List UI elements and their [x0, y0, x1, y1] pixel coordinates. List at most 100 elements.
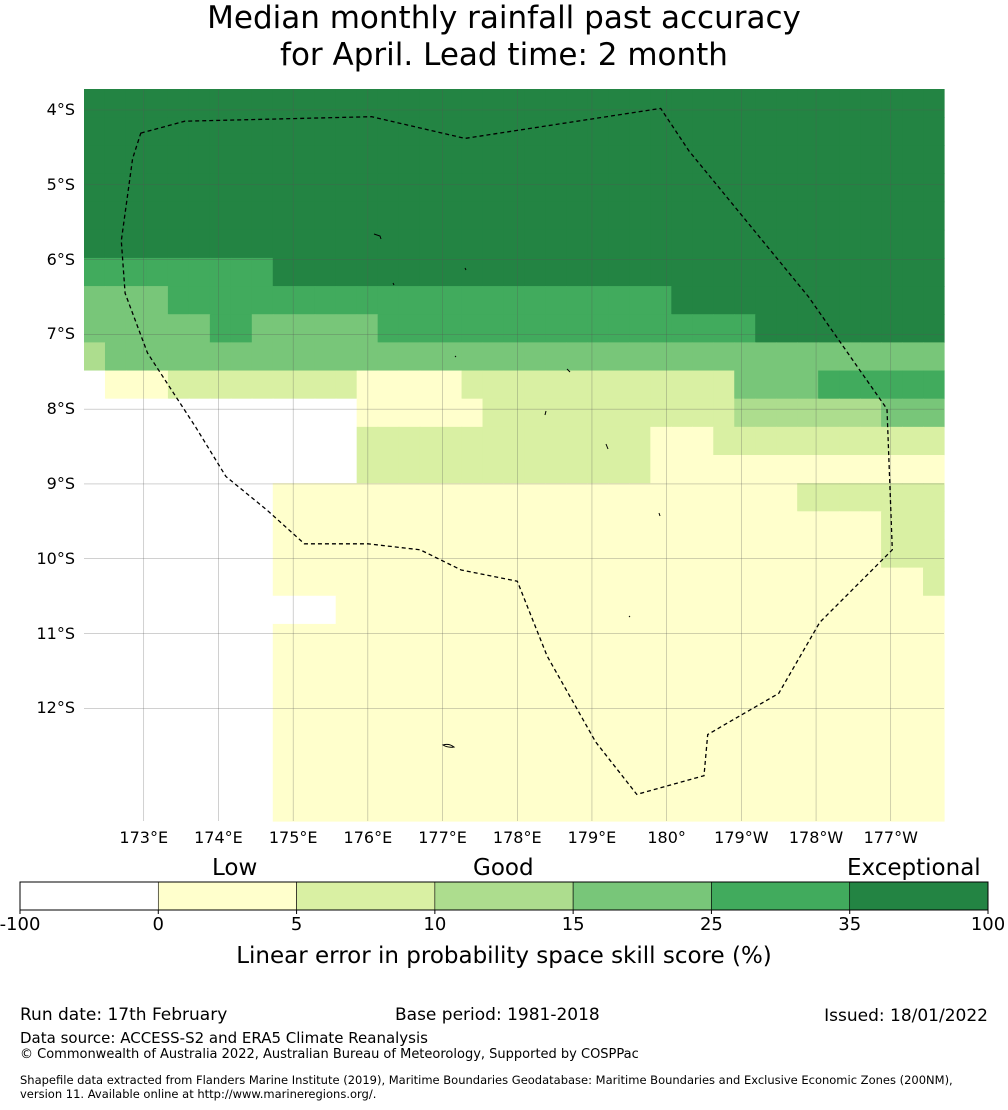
grid-cell	[776, 370, 798, 400]
grid-cell	[713, 286, 735, 315]
grid-cell	[713, 89, 735, 118]
grid-cell	[209, 483, 232, 512]
grid-cell	[566, 145, 589, 175]
grid-cell	[314, 623, 337, 653]
grid-cell	[650, 736, 672, 766]
grid-cell	[650, 370, 672, 400]
grid-cell	[188, 173, 211, 203]
grid-cell	[125, 455, 148, 484]
grid-cell	[251, 595, 274, 625]
grid-cell	[818, 314, 840, 343]
grid-cell	[230, 286, 253, 315]
grid-cell	[125, 314, 148, 343]
grid-cell	[902, 145, 924, 175]
grid-cell	[398, 595, 421, 625]
grid-cell	[839, 89, 861, 118]
grid-cell	[818, 623, 840, 653]
grid-cell	[167, 173, 190, 203]
grid-cell	[209, 201, 232, 231]
grid-cell	[881, 370, 903, 400]
island-mark	[464, 267, 467, 271]
grid-cell	[230, 764, 253, 794]
grid-cell	[398, 426, 421, 456]
colorbar-segment	[19, 881, 159, 911]
grid-cell	[797, 257, 819, 287]
grid-cell	[125, 652, 148, 681]
grid-cell	[230, 173, 253, 203]
grid-cell	[881, 145, 903, 175]
grid-cell	[272, 286, 295, 315]
grid-cell	[755, 342, 777, 372]
grid-cell	[482, 792, 505, 822]
grid-cell	[881, 342, 903, 372]
grid-cell	[671, 567, 693, 597]
grid-cell	[314, 708, 337, 738]
grid-cell	[524, 314, 547, 343]
grid-cell	[881, 229, 903, 259]
grid-cell	[566, 89, 589, 118]
grid-cell	[188, 89, 211, 118]
grid-cell	[545, 736, 568, 766]
grid-cell	[146, 314, 169, 343]
grid-cell	[356, 117, 379, 146]
grid-cell	[272, 567, 295, 597]
grid-cell	[755, 736, 777, 766]
grid-cell	[398, 398, 421, 428]
grid-cell	[734, 595, 756, 625]
grid-cell	[419, 314, 442, 343]
grid-cell	[671, 342, 693, 372]
grid-cell	[419, 229, 442, 259]
grid-cell	[902, 595, 924, 625]
grid-cell	[902, 764, 924, 794]
grid-cell	[755, 708, 777, 738]
grid-cell	[545, 370, 568, 400]
grid-cell	[566, 398, 589, 428]
grid-cell	[797, 286, 819, 315]
grid-cell	[84, 370, 106, 400]
grid-cell	[251, 792, 274, 822]
grid-cell	[377, 426, 400, 456]
grid-cell	[755, 595, 777, 625]
longitude-label: 179°E	[567, 828, 617, 847]
grid-cell	[146, 483, 169, 512]
grid-cell	[839, 117, 861, 146]
grid-cell	[482, 117, 505, 146]
grid-cell	[608, 764, 630, 794]
grid-cell	[671, 314, 693, 343]
grid-cell	[209, 736, 232, 766]
grid-cell	[461, 595, 484, 625]
grid-cell	[125, 736, 148, 766]
grid-cell	[104, 595, 127, 625]
longitude-label: 175°E	[268, 828, 318, 847]
grid-cell	[524, 173, 547, 203]
grid-cell	[839, 680, 861, 709]
grid-cell	[272, 173, 295, 203]
colorbar-segment	[849, 881, 989, 911]
latitude-label: 7°S	[46, 324, 75, 344]
grid-cell	[776, 567, 798, 597]
grid-cell	[734, 89, 756, 118]
grid-cell	[524, 792, 547, 822]
grid-cell	[272, 342, 295, 372]
grid-cell	[440, 314, 463, 343]
island-mark	[544, 410, 547, 416]
grid-cell	[503, 623, 526, 653]
grid-cell	[776, 792, 798, 822]
grid-cell	[188, 539, 211, 569]
grid-cell	[923, 595, 945, 625]
grid-cell	[860, 398, 882, 428]
grid-cell	[293, 89, 316, 118]
grid-cell	[84, 398, 106, 428]
grid-cell	[797, 229, 819, 259]
grid-cell	[923, 229, 945, 259]
grid-cell	[692, 652, 714, 681]
grid-cell	[482, 511, 505, 541]
grid-cell	[734, 257, 756, 287]
colorbar-tick-label: 15	[561, 914, 585, 935]
grid-cell	[797, 89, 819, 118]
grid-cell	[104, 426, 127, 456]
grid-cell	[881, 764, 903, 794]
grid-cell	[146, 145, 169, 175]
grid-cell	[671, 736, 693, 766]
grid-cell	[923, 567, 945, 597]
